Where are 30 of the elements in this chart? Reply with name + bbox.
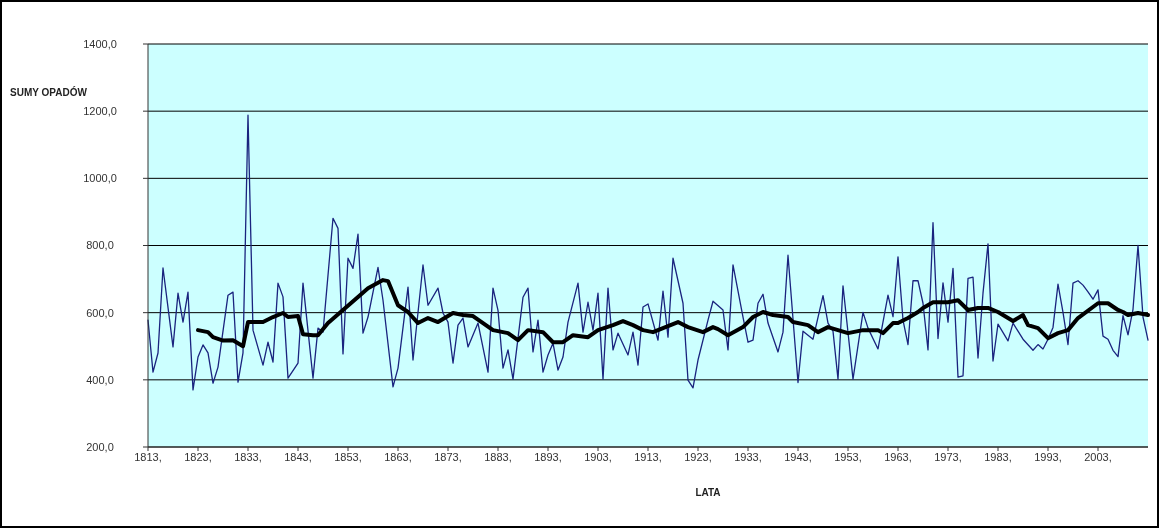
- x-tick-label: 1963,: [884, 450, 912, 463]
- line-series: [147, 114, 1149, 391]
- x-tick-label: 1843,: [284, 450, 312, 463]
- x-tick-label: 1833,: [234, 450, 262, 463]
- y-tick-label: 600,0: [86, 306, 114, 319]
- x-axis-title: LATA: [695, 487, 721, 498]
- x-tick-label: 1863,: [384, 450, 412, 463]
- y-tick-label: 200,0: [86, 440, 114, 453]
- x-tick-label: 1903,: [584, 450, 612, 463]
- x-tick-label: 1913,: [634, 450, 662, 463]
- y-tick-label: 1200,0: [83, 105, 117, 118]
- x-tick-label: 1943,: [784, 450, 812, 463]
- y-tick-label: 800,0: [86, 239, 114, 252]
- y-tick-label: 400,0: [86, 373, 114, 386]
- x-tick-label: 1933,: [734, 450, 762, 463]
- x-tick-label: 1923,: [684, 450, 712, 463]
- x-tick-label: 1813,: [134, 450, 162, 463]
- x-tick-label: 1973,: [934, 450, 962, 463]
- x-tick-label: 1953,: [834, 450, 862, 463]
- y-axis-title: SUMY OPADÓW: [10, 86, 88, 98]
- x-tick-label: 1853,: [334, 450, 362, 463]
- x-tick-label: 2003,: [1084, 450, 1112, 463]
- x-tick-label: 1873,: [434, 450, 462, 463]
- x-tick-label: 1823,: [184, 450, 212, 463]
- y-tick-label: 1400,0: [83, 37, 117, 50]
- y-tick-label: 1000,0: [83, 172, 117, 185]
- x-tick-label: 1983,: [984, 450, 1012, 463]
- x-tick-label: 1993,: [1034, 450, 1062, 463]
- x-tick-label: 1883,: [484, 450, 512, 463]
- x-tick-label: 1893,: [534, 450, 562, 463]
